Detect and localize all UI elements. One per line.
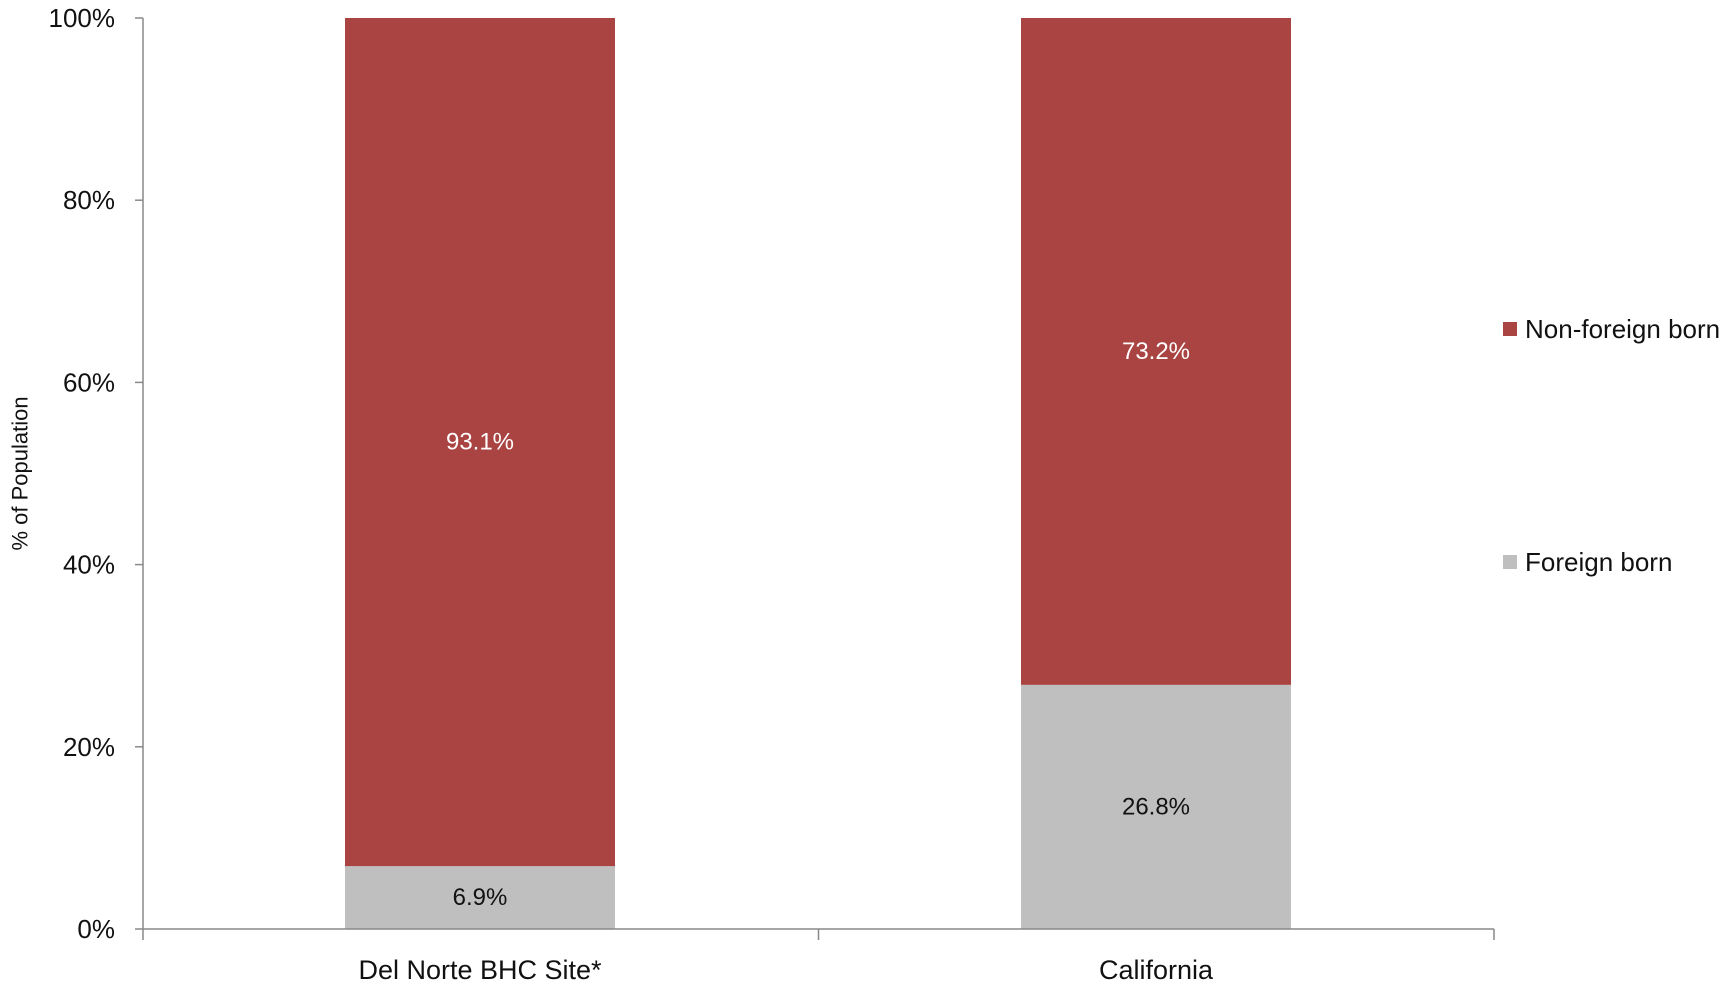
y-tick-label: 40% bbox=[63, 550, 115, 580]
x-category-label: Del Norte BHC Site* bbox=[358, 955, 602, 983]
bar-non-foreign-born-1 bbox=[1021, 18, 1291, 685]
data-label: 6.9% bbox=[453, 884, 508, 911]
y-tick-label: 60% bbox=[63, 367, 115, 397]
legend-swatch-foreign-born bbox=[1503, 555, 1517, 569]
x-category-label: California bbox=[1099, 955, 1214, 983]
x-category-labels-group: Del Norte BHC Site* California bbox=[358, 955, 1214, 985]
data-labels-group: 6.9% 93.1% 26.8% 73.2% bbox=[446, 338, 1190, 911]
y-axis-title-group: % of Population bbox=[8, 396, 33, 550]
data-label: 93.1% bbox=[446, 429, 514, 456]
y-tick-label: 20% bbox=[63, 732, 115, 762]
y-tick-label: 80% bbox=[63, 185, 115, 215]
legend-swatch-non-foreign-born bbox=[1503, 322, 1517, 336]
bar-foreign-born-0 bbox=[345, 866, 615, 929]
y-tick-label: 100% bbox=[49, 3, 116, 33]
y-tick-label: 0% bbox=[77, 914, 115, 944]
bar-non-foreign-born-0 bbox=[345, 18, 615, 867]
legend-label: Foreign born bbox=[1525, 547, 1672, 577]
legend: Non-foreign born Foreign born bbox=[1503, 314, 1720, 577]
axes-group bbox=[135, 17, 1495, 940]
legend-label: Non-foreign born bbox=[1525, 314, 1720, 344]
data-label: 73.2% bbox=[1122, 338, 1190, 365]
bars-group bbox=[345, 18, 1291, 929]
data-label: 26.8% bbox=[1122, 793, 1190, 820]
y-axis-title: % of Population bbox=[8, 396, 33, 550]
bar-foreign-born-1 bbox=[1021, 684, 1291, 929]
y-tick-labels-group: 0% 20% 40% 60% 80% 100% bbox=[49, 3, 116, 944]
